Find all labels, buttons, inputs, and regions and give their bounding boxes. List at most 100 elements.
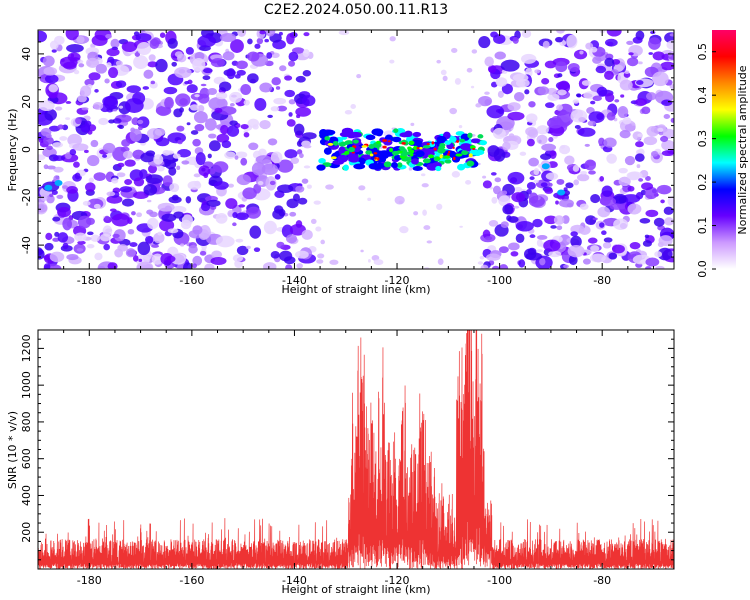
noise-blob [295,75,306,83]
y-tick-label: 0 [20,146,33,153]
noise-blob [267,138,278,146]
noise-blob [176,53,187,63]
noise-blob [180,219,192,230]
noise-blob [259,30,266,35]
noise-blob [279,65,287,72]
signal-blob [470,138,481,144]
noise-blob [111,177,119,184]
noise-blob [192,263,198,269]
noise-blob [176,165,181,170]
noise-blob [48,84,59,93]
noise-blob [236,174,251,186]
noise-blob [259,82,273,93]
chart-title: C2E2.2024.050.00.11.R13 [264,2,448,18]
noise-blob [302,70,312,77]
noise-blob [296,114,301,119]
noise-blob [44,242,54,251]
noise-blob [564,155,575,165]
noise-blob [548,250,562,258]
noise-blob [528,192,539,204]
noise-blob [599,222,605,228]
noise-blob [246,206,261,219]
noise-blob [66,43,84,53]
noise-blob [40,193,48,202]
signal-blob [479,140,488,146]
noise-blob [82,200,91,206]
noise-blob [185,196,192,204]
noise-blob [534,69,541,74]
noise-blob [635,192,644,200]
signal-core-blob [447,150,451,154]
noise-blob [547,93,560,101]
noise-blob [106,48,120,57]
noise-blob [129,128,142,142]
noise-blob [484,56,494,67]
signal-blob [396,162,403,168]
noise-blob [533,179,539,184]
noise-blob [601,230,607,236]
noise-blob [87,231,94,236]
noise-blob [234,155,239,160]
noise-blob [421,183,429,188]
noise-blob [119,186,133,193]
noise-blob [207,153,212,159]
noise-blob [315,226,322,232]
colorbar-tick-label: 0.3 [696,130,709,148]
noise-blob [270,151,283,164]
noise-blob [228,183,234,188]
noise-blob [590,245,600,253]
snr-series-line [37,329,675,570]
noise-blob [175,93,191,107]
noise-blob [636,80,644,85]
noise-blob [55,106,63,111]
noise-blob [57,206,72,218]
noise-blob [171,194,179,201]
noise-blob [155,137,170,147]
noise-blob [587,237,598,244]
noise-blob [156,165,165,172]
noise-blob [143,184,158,196]
noise-blob [106,195,123,204]
noise-blob [521,53,537,64]
signal-core-blob [408,149,415,154]
signal-core-blob [377,157,380,161]
noise-blob [598,137,605,146]
colorbar-ticks: 0.0 0.1 0.2 0.3 0.4 0.5 [696,43,716,278]
noise-blob [628,52,634,56]
noise-blob [146,128,162,140]
noise-blob [43,263,51,269]
spectrogram-panel: -180 -160 -140 -120 -100 -80 -40 -20 0 20 40 Heig… [6,29,675,296]
noise-blob [121,139,131,147]
noise-blob [664,217,674,226]
noise-blob [597,206,611,218]
noise-blob [606,30,622,37]
signal-core-blob [352,139,359,144]
noise-blob [645,92,657,101]
signal-blob [316,164,326,171]
noise-blob [477,261,484,265]
noise-blob [285,234,298,244]
signal-core-blob [416,146,421,150]
noise-blob [86,243,95,249]
noise-blob [167,38,178,49]
signal-core-blob [330,156,337,160]
noise-blob [203,68,213,74]
noise-blob [511,192,526,203]
noise-blob [77,240,86,245]
noise-blob [289,223,306,236]
noise-blob [213,181,229,190]
x-tick-label: -120 [385,274,410,287]
noise-blob [180,243,185,247]
signal-blob [338,141,347,147]
noise-blob [119,105,124,109]
noise-blob [297,197,308,205]
noise-blob [556,225,563,231]
noise-blob [137,241,151,256]
noise-blob [653,217,665,227]
noise-blob [143,69,154,79]
noise-blob [513,91,525,102]
spectrogram-data [38,30,674,269]
noise-blob [620,94,625,98]
noise-blob [576,173,590,182]
noise-blob [592,56,602,64]
